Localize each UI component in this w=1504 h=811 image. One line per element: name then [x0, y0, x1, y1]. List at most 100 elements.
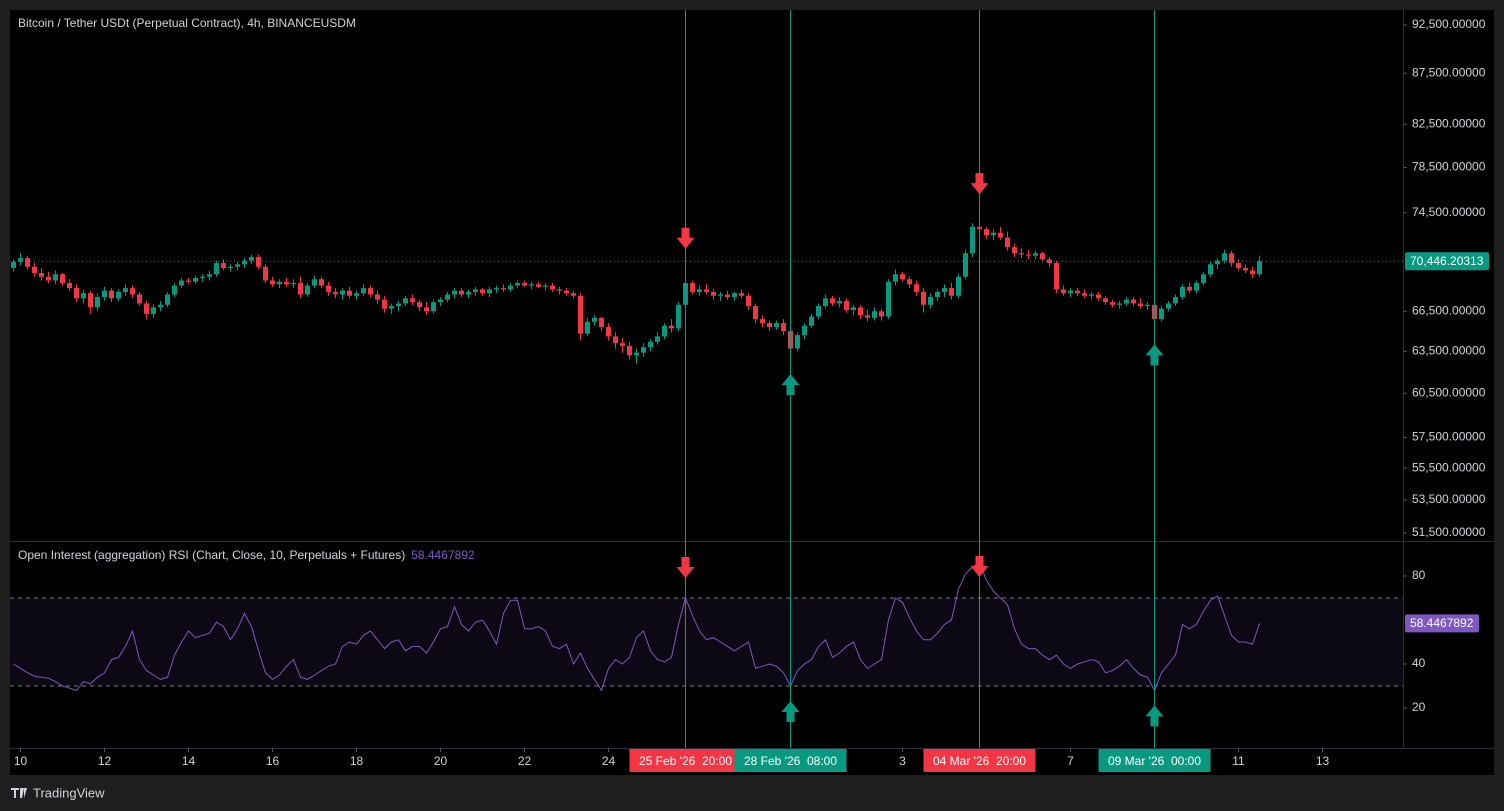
candle-body	[613, 336, 618, 344]
candle-body	[851, 307, 856, 310]
candle-body	[1082, 293, 1087, 296]
x-tick-label: 16	[266, 754, 280, 768]
logo-mark	[11, 788, 27, 798]
candle-body	[452, 290, 457, 295]
candle-body	[655, 336, 660, 342]
candle-body	[795, 335, 800, 349]
candle-body	[900, 274, 905, 280]
candle-body	[186, 280, 191, 282]
candle-body	[816, 306, 821, 317]
candle-body	[592, 317, 597, 322]
candle-body	[375, 294, 380, 300]
candle-body	[578, 295, 583, 334]
candle-body	[550, 285, 555, 290]
candle-body	[312, 279, 317, 286]
candle-body	[102, 290, 107, 298]
candle-body	[403, 298, 408, 304]
candle-body	[18, 258, 23, 262]
candle-body	[669, 325, 674, 329]
candle-body	[151, 307, 156, 314]
candle-body	[88, 293, 93, 308]
candle-body	[270, 280, 275, 285]
candle-body	[837, 300, 842, 304]
candle-body	[319, 279, 324, 286]
y-tick-label: 63,500.00000	[1412, 343, 1486, 357]
candle-body	[718, 294, 723, 296]
candle-body	[53, 274, 58, 281]
rsi-line	[13, 562, 1260, 692]
candle-body	[410, 298, 415, 303]
candle-body	[1166, 303, 1171, 309]
candle-body	[935, 291, 940, 298]
candle-body	[543, 285, 548, 287]
candle-body	[753, 306, 758, 320]
x-tick-label: 24	[602, 754, 616, 768]
signal-time-badge	[1098, 749, 1211, 772]
x-tick-label: 7	[1067, 754, 1074, 768]
candle-body	[109, 290, 114, 299]
y-tick-label: 40	[1412, 656, 1426, 670]
candle-body	[956, 276, 961, 296]
candle-body	[501, 288, 506, 290]
candle-body	[291, 283, 296, 285]
y-tick-label: 92,500.00000	[1412, 17, 1486, 31]
candle-body	[627, 345, 632, 356]
x-tick-label: 18	[350, 754, 364, 768]
candle-body	[1012, 247, 1017, 254]
y-tick-label: 51,500.00000	[1412, 525, 1486, 539]
y-tick-label: 78,500.00000	[1412, 160, 1486, 174]
candle-body	[711, 291, 716, 296]
candle-body	[1257, 261, 1262, 275]
candle-body	[417, 302, 422, 308]
candle-body	[823, 298, 828, 307]
candle-body	[1075, 290, 1080, 294]
candle-body	[298, 283, 303, 295]
candle-body	[970, 226, 975, 254]
candle-body	[564, 290, 569, 294]
candle-body	[249, 256, 254, 261]
candle-body	[1222, 253, 1227, 261]
candle-body	[1229, 253, 1234, 264]
candle-body	[662, 325, 667, 337]
candle-body	[221, 263, 226, 269]
x-tick-label: 13	[1316, 754, 1330, 768]
candle-body	[242, 260, 247, 265]
y-tick-label: 87,500.00000	[1412, 65, 1486, 79]
candle-body	[907, 279, 912, 285]
candle-body	[606, 327, 611, 337]
y-tick-label: 55,500.00000	[1412, 460, 1486, 474]
x-tick-label: 14	[182, 754, 196, 768]
candle-body	[1019, 253, 1024, 255]
candle-body	[536, 284, 541, 287]
candle-body	[1047, 259, 1052, 264]
candle-body	[305, 285, 310, 295]
rsi-band	[10, 597, 1403, 686]
candle-body	[781, 323, 786, 332]
candle-body	[529, 284, 534, 286]
rsi-value-label: 58.4467892	[1410, 616, 1474, 630]
last-price-badge	[1405, 252, 1489, 271]
candle-body	[1201, 274, 1206, 284]
y-tick-label: 53,500.00000	[1412, 492, 1486, 506]
candle-body	[893, 274, 898, 282]
candle-body	[11, 261, 16, 269]
candle-body	[137, 294, 142, 304]
candle-body	[963, 253, 968, 277]
candle-body	[585, 321, 590, 334]
rsi-title-value: 58.4467892	[411, 548, 475, 562]
candle-body	[697, 289, 702, 292]
candle-body	[557, 289, 562, 291]
y-tick-label: 57,500.00000	[1412, 430, 1486, 444]
candle-body	[214, 263, 219, 275]
candle-body	[368, 288, 373, 295]
candle-body	[739, 293, 744, 296]
brand-name: TradingView	[33, 785, 105, 800]
x-tick-label: 20	[434, 754, 448, 768]
candle-body	[39, 272, 44, 277]
candle-body	[459, 290, 464, 295]
signal-time-label: 28 Feb '26 08:00	[744, 754, 837, 768]
brand-logo: TradingView	[11, 785, 105, 800]
candle-body	[942, 288, 947, 292]
